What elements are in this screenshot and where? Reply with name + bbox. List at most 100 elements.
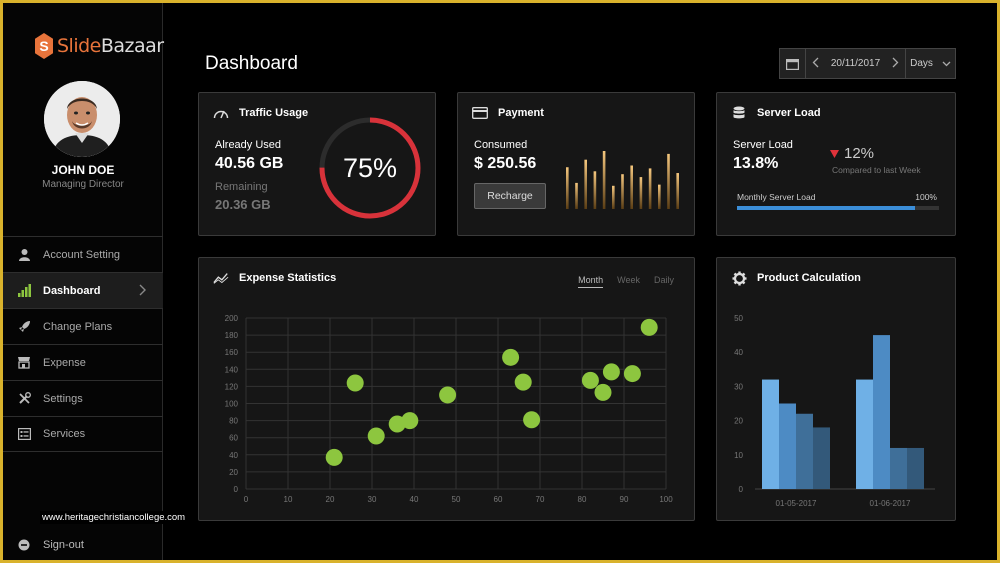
product-bar[interactable] [779,403,796,490]
payment-bar [602,151,606,209]
scatter-point[interactable] [502,348,520,366]
x-tick-label: 10 [284,495,293,504]
product-bar[interactable] [796,413,813,489]
sidebar-item-label: Services [43,428,86,440]
calendar-icon [786,58,799,70]
y-tick-label: 20 [229,468,238,477]
payment-bar [639,177,643,209]
sidebar-item-dashboard[interactable]: Dashboard [3,272,163,308]
y-tick-label: 40 [734,348,743,357]
payment-bar [648,168,652,209]
y-tick-label: 80 [229,417,238,426]
scatter-point[interactable] [623,365,641,383]
product-bar[interactable] [762,379,779,489]
product-bar[interactable] [890,447,907,489]
app-frame: S SlideBazaar JOHN DOE Managing Director [3,3,997,560]
x-category-label: 01-06-2017 [870,499,911,508]
scatter-point[interactable] [514,373,532,391]
brand-logo[interactable]: S SlideBazaar [35,33,164,59]
scatter-point[interactable] [325,448,343,466]
triangle-down-icon [830,149,839,158]
product-bar[interactable] [873,335,890,489]
credit-card-icon [472,106,488,120]
calendar-button[interactable] [780,49,806,78]
card-title: Product Calculation [731,271,861,285]
scatter-point[interactable] [581,371,599,389]
used-label: Already Used [215,139,282,151]
remaining-label: Remaining [215,181,268,193]
y-tick-label: 120 [225,382,239,391]
recharge-button[interactable]: Recharge [474,183,546,209]
gauge-icon [213,106,229,120]
logo-mark-icon: S [35,33,53,59]
chevron-right-icon [139,284,147,299]
gauge-fill [319,117,421,219]
sidebar-nav: Account Setting Dashboard Change Plans [3,236,163,452]
sidebar-item-settings[interactable]: Settings [3,380,163,416]
sidebar-item-label: Expense [43,356,86,369]
server-load-card: Server Load Server Load 13.8% 12% Compar… [716,92,956,236]
list-icon [17,427,31,441]
date-picker: 20/11/2017 Days [779,48,956,79]
payment-bar [575,182,578,209]
shop-icon [17,356,31,370]
scatter-point[interactable] [439,386,457,404]
payment-bar [676,173,679,209]
prev-date-button[interactable] [812,57,819,71]
traffic-usage-card: Traffic Usage Already Used 40.56 GB Rema… [198,92,436,236]
rocket-icon [17,320,31,334]
range-dropdown[interactable]: Days [906,49,955,78]
sidebar-item-account-setting[interactable]: Account Setting [3,236,163,272]
y-tick-label: 40 [229,451,238,460]
scatter-point[interactable] [346,374,364,392]
payment-mini-chart [566,151,679,209]
payment-bar [566,167,569,209]
scatter-point[interactable] [640,318,658,336]
chevron-down-icon [942,61,951,66]
scatter-point[interactable] [367,427,385,445]
monthly-load-label: Monthly Server Load [737,192,816,202]
tools-icon [17,392,31,406]
signout-label: Sign-out [43,539,84,551]
tab-week[interactable]: Week [617,275,640,285]
y-tick-label: 30 [734,382,743,391]
x-tick-label: 40 [410,495,419,504]
traffic-gauge: 75% [319,117,421,219]
payment-bar [658,184,661,209]
used-value: 40.56 GB [215,155,284,172]
payment-card: Payment Consumed $ 250.56 Recharge [457,92,695,236]
user-role: Managing Director [42,179,124,190]
y-tick-label: 0 [739,485,744,494]
scatter-point[interactable] [594,383,612,401]
next-date-button[interactable] [892,57,899,71]
monthly-load-value: 100% [915,192,937,202]
product-bar[interactable] [813,427,830,489]
sidebar-item-expense[interactable]: Expense [3,344,163,380]
scatter-point[interactable] [602,363,620,381]
y-tick-label: 140 [225,365,239,374]
scatter-point[interactable] [523,411,541,429]
scatter-point[interactable] [401,412,419,430]
x-tick-label: 100 [659,495,673,504]
product-bar[interactable] [856,379,873,489]
y-tick-label: 100 [225,400,239,409]
avatar[interactable] [44,81,120,157]
expense-tabs: Month Week Daily [578,275,674,288]
y-tick-label: 20 [734,417,743,426]
brand-name: SlideBazaar [57,35,164,57]
card-title: Server Load [731,106,821,120]
line-chart-icon [213,271,229,285]
tab-month[interactable]: Month [578,275,604,288]
product-bar-chart: 0 10 20 30 40 50 01-05-2017 01-06-2017 [734,314,935,508]
sidebar-item-services[interactable]: Services [3,416,163,452]
product-bar[interactable] [907,447,924,489]
signout-button[interactable]: Sign-out [17,538,84,552]
chevron-right-icon [892,57,899,67]
tab-daily[interactable]: Daily [653,275,674,285]
sidebar-item-change-plans[interactable]: Change Plans [3,308,163,344]
card-title: Expense Statistics [213,271,336,285]
payment-bar [621,174,624,209]
gauge-percent: 75% [343,153,397,183]
load-change: 12% [830,145,874,162]
consumed-value: $ 250.56 [474,155,537,172]
